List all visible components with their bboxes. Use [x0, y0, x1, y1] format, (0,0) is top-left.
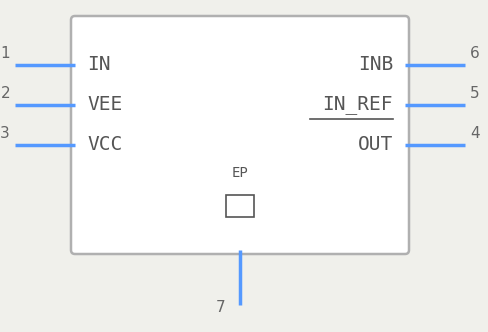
Text: 3: 3: [0, 125, 10, 140]
Text: EP: EP: [232, 166, 248, 180]
Text: 6: 6: [470, 45, 480, 60]
Text: 2: 2: [0, 86, 10, 101]
Bar: [226, 195, 254, 217]
Text: 1: 1: [0, 45, 10, 60]
Text: IN: IN: [87, 55, 110, 74]
Text: 5: 5: [470, 86, 480, 101]
Text: IN_REF: IN_REF: [323, 96, 393, 115]
Text: OUT: OUT: [358, 135, 393, 154]
FancyBboxPatch shape: [71, 16, 409, 254]
Text: VEE: VEE: [87, 96, 122, 115]
Text: 7: 7: [215, 300, 225, 315]
Text: VCC: VCC: [87, 135, 122, 154]
Text: INB: INB: [358, 55, 393, 74]
Text: 4: 4: [470, 125, 480, 140]
